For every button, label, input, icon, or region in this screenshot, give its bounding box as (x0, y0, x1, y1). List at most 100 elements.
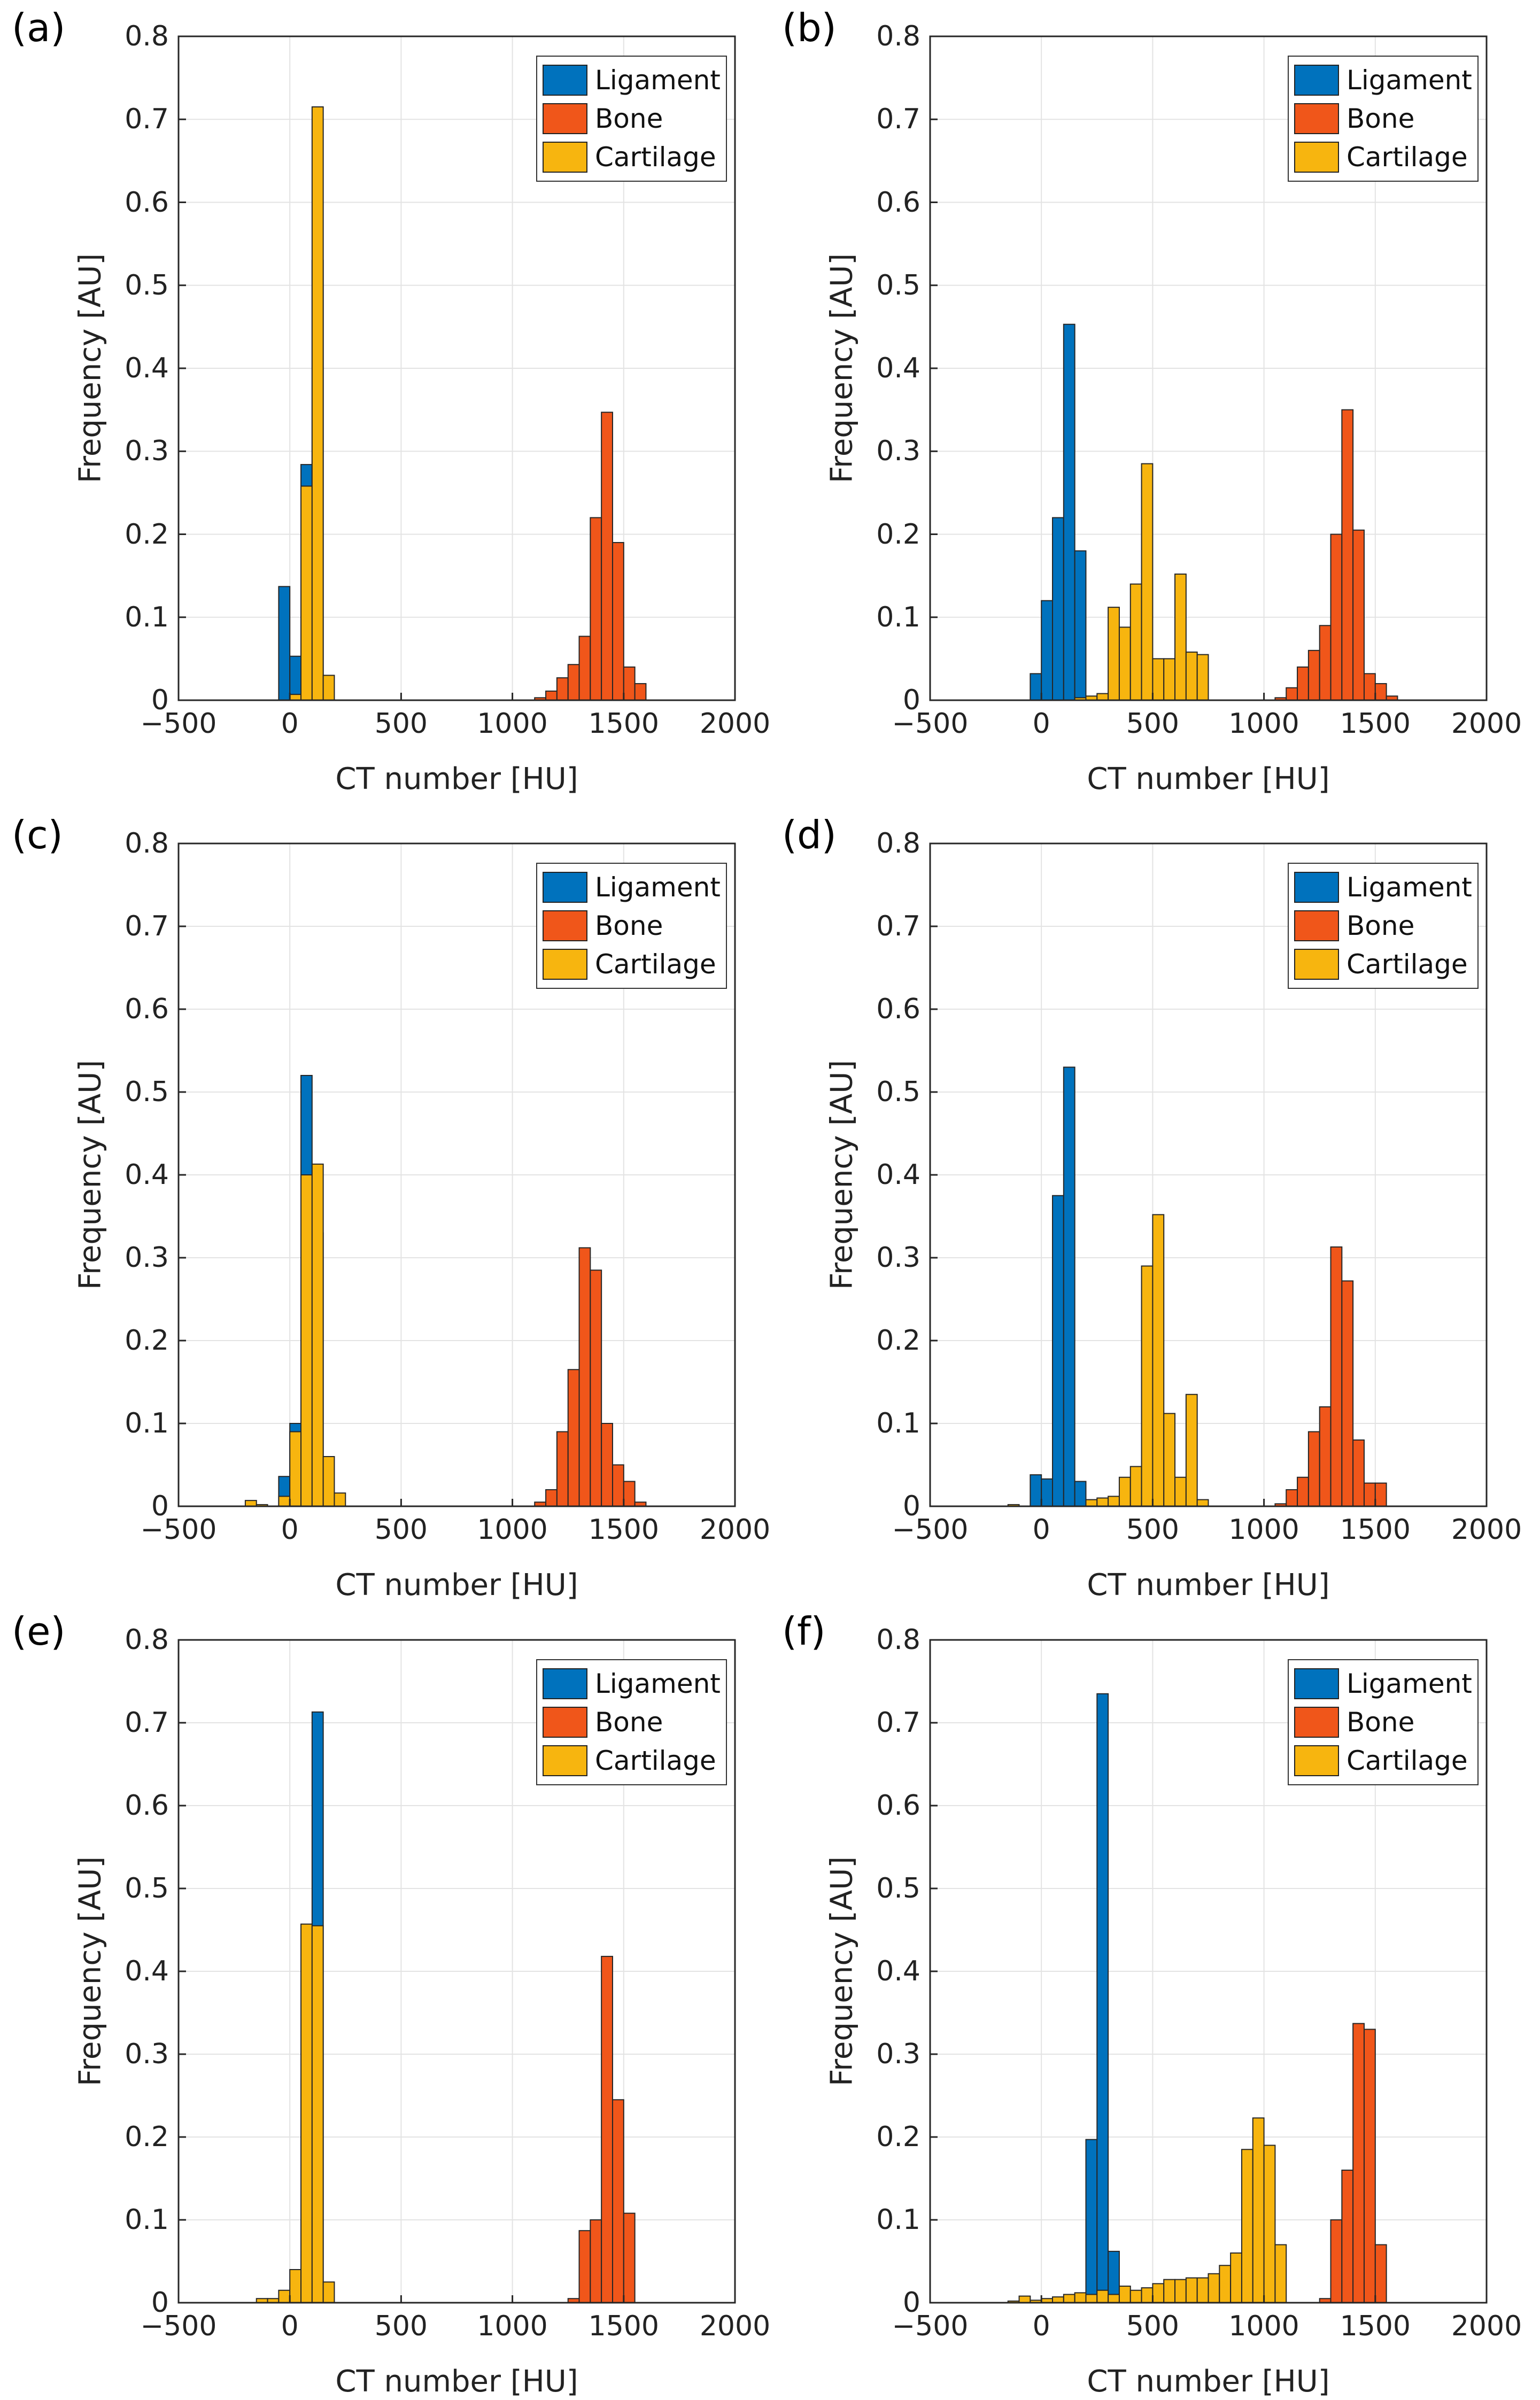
bar-cartilage-8 (1163, 1413, 1176, 1507)
bar-bone-8 (623, 666, 636, 701)
bar-bone-8 (623, 1481, 636, 1507)
panel-label: (e) (12, 1609, 66, 1654)
bar-ligament-0 (1030, 1474, 1042, 1507)
x-tick-label: 1500 (588, 1514, 659, 1546)
bar-cartilage-7 (1152, 1214, 1165, 1507)
legend-label: Bone (1346, 1707, 1415, 1738)
bar-bone-4 (1319, 625, 1332, 701)
legend: Ligament Bone Cartilage (536, 1659, 727, 1785)
panel-label: (b) (782, 5, 837, 50)
y-tick-label: 0.7 (125, 103, 169, 136)
x-tick-label: 500 (374, 1514, 428, 1546)
legend-label: Ligament (595, 65, 721, 96)
bar-bone-4 (612, 2099, 624, 2303)
y-axis-title: Frequency [AU] (73, 253, 108, 484)
bar-bone-3 (567, 664, 580, 701)
bar-bone-3 (601, 1956, 613, 2304)
y-tick-label: 0.8 (125, 1624, 169, 1656)
bar-cartilage-5 (311, 1925, 324, 2303)
bar-cartilage-14 (1163, 2279, 1176, 2304)
x-tick-label: 0 (1032, 1514, 1050, 1546)
y-tick-label: 0.5 (125, 269, 169, 301)
x-tick-label: 2000 (699, 708, 771, 740)
bar-bone-9 (1374, 1482, 1387, 1507)
bar-cartilage-3 (1108, 607, 1120, 701)
y-axis-title: Frequency [AU] (824, 253, 860, 484)
legend-swatch-ligament (1294, 1668, 1339, 1699)
legend-label: Bone (595, 910, 663, 941)
legend-swatch-bone (543, 103, 587, 134)
bar-bone-9 (634, 683, 647, 701)
legend-entry-ligament: Ligament (1294, 868, 1472, 907)
bar-cartilage-19 (1219, 2265, 1232, 2303)
y-tick-label: 0.6 (125, 993, 169, 1025)
bar-ligament-2 (1052, 1195, 1064, 1507)
y-tick-label: 0.1 (876, 1407, 920, 1439)
x-tick-label: 500 (374, 2310, 428, 2342)
y-tick-label: 0.8 (876, 20, 920, 52)
bar-cartilage-5 (1063, 2294, 1075, 2303)
bar-cartilage-2 (278, 2289, 291, 2303)
bar-cartilage-11 (1196, 654, 1209, 701)
y-tick-label: 0.4 (876, 1159, 920, 1191)
y-tick-label: 0.4 (125, 1159, 169, 1191)
y-tick-label: 0.6 (876, 186, 920, 219)
legend-entry-bone: Bone (1294, 907, 1472, 945)
bar-ligament-2 (1052, 517, 1064, 701)
bar-cartilage-23 (1263, 2144, 1276, 2303)
legend-entry-ligament: Ligament (1294, 1664, 1472, 1703)
legend: Ligament Bone Cartilage (536, 863, 727, 989)
x-tick-label: 2000 (699, 1514, 771, 1546)
y-tick-label: 0.5 (125, 1872, 169, 1904)
legend-entry-cartilage: Cartilage (543, 945, 721, 984)
bar-bone-8 (1363, 673, 1376, 701)
bar-cartilage-0 (289, 694, 302, 701)
bar-cartilage-1 (300, 485, 313, 701)
bar-cartilage-9 (1174, 574, 1187, 701)
y-tick-label: 0 (902, 2287, 920, 2319)
bar-ligament-4 (1074, 1481, 1087, 1507)
bar-cartilage-3 (289, 1431, 302, 1507)
legend-label: Ligament (1346, 872, 1472, 903)
x-tick-label: 0 (1032, 708, 1050, 740)
x-tick-label: −500 (892, 2310, 969, 2342)
y-tick-label: 0 (151, 2287, 169, 2319)
y-tick-label: 0.1 (876, 601, 920, 633)
x-tick-label: −500 (140, 708, 217, 740)
legend: Ligament Bone Cartilage (1288, 863, 1479, 989)
x-tick-label: 1500 (1340, 1514, 1411, 1546)
x-tick-label: 1000 (477, 1514, 548, 1546)
bar-bone-1 (1286, 1489, 1298, 1507)
x-tick-label: 0 (281, 1514, 299, 1546)
y-tick-label: 0.4 (125, 352, 169, 384)
legend-swatch-ligament (543, 872, 587, 903)
bar-cartilage-3 (1108, 1496, 1120, 1507)
legend-swatch-cartilage (1294, 1745, 1339, 1776)
bar-cartilage-3 (322, 675, 335, 701)
y-tick-label: 0.2 (125, 2121, 169, 2153)
y-tick-label: 0.1 (876, 2204, 920, 2236)
panel-label: (f) (782, 1609, 826, 1654)
y-tick-label: 0.1 (125, 1407, 169, 1439)
legend-label: Cartilage (595, 949, 716, 980)
x-tick-label: 1500 (1340, 708, 1411, 740)
bar-bone-4 (1363, 2029, 1376, 2303)
bar-cartilage-16 (1185, 2277, 1198, 2303)
bar-cartilage-18 (1208, 2273, 1220, 2303)
legend-entry-cartilage: Cartilage (1294, 1741, 1472, 1780)
x-tick-label: 1500 (588, 2310, 659, 2342)
bar-cartilage-2 (278, 1496, 291, 1507)
y-tick-label: 0.6 (876, 1790, 920, 1822)
bar-cartilage-20 (1230, 2252, 1242, 2303)
bar-cartilage-17 (1196, 2277, 1209, 2303)
bar-bone-3 (1352, 2023, 1365, 2303)
bar-bone-1 (1286, 687, 1298, 701)
bar-bone-1 (578, 2230, 591, 2303)
legend-swatch-ligament (1294, 65, 1339, 96)
y-tick-label: 0.6 (876, 993, 920, 1025)
x-axis-title: CT number [HU] (1087, 762, 1330, 796)
bar-bone-2 (556, 1431, 569, 1507)
y-tick-label: 0 (902, 684, 920, 716)
legend: Ligament Bone Cartilage (1288, 56, 1479, 182)
bar-bone-6 (1341, 409, 1354, 701)
